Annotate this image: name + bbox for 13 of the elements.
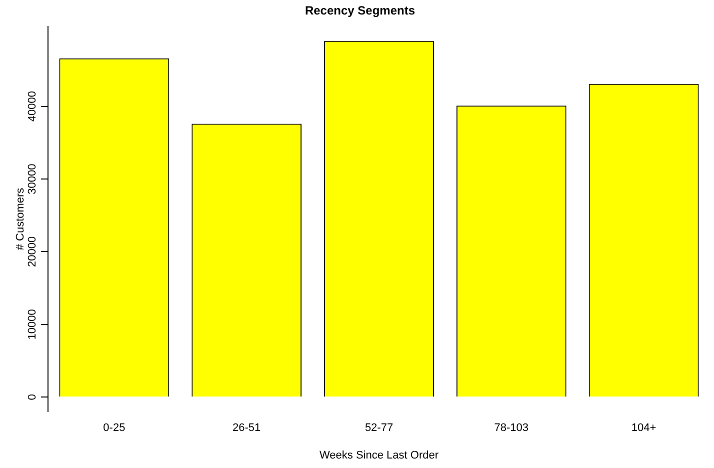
y-tick-label: 20000 — [26, 236, 39, 268]
x-tick-label: 78-103 — [494, 422, 529, 434]
y-axis-title: # Customers — [14, 187, 27, 250]
y-tick-label: 40000 — [26, 91, 39, 122]
x-tick-label: 52-77 — [364, 422, 394, 434]
y-tick-label: 30000 — [26, 164, 39, 194]
x-tick-label: 104+ — [631, 422, 656, 434]
x-tick-label: 0-25 — [103, 422, 126, 434]
x-tick-label: 26-51 — [232, 422, 261, 434]
chart-title: Recency Segments — [304, 4, 416, 18]
x-axis-title: Weeks Since Last Order — [319, 449, 439, 462]
y-tick-label: 10000 — [26, 309, 39, 340]
y-tick-label: 0 — [26, 394, 39, 400]
